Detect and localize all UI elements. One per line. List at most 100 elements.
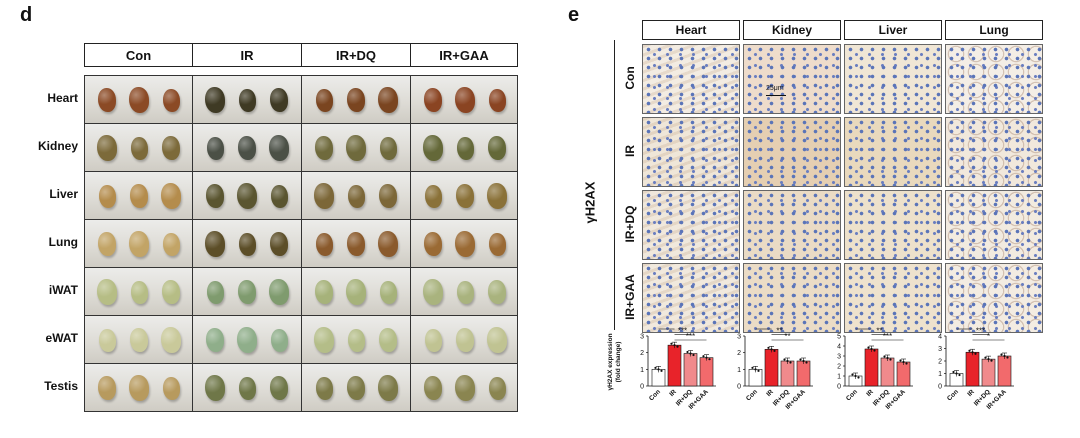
organ-specimen	[206, 136, 224, 160]
ihc-image-lung-con	[945, 44, 1043, 114]
quantification-charts: γH2AX expression(fold change) 0 1 2 3 Con IR IR…	[607, 326, 1014, 411]
data-point	[770, 348, 773, 351]
data-point	[968, 349, 971, 352]
y-axis-label: γH2AX expression(fold change)	[607, 333, 622, 390]
organ-specimen	[161, 183, 181, 209]
data-point	[767, 346, 770, 349]
data-point	[1003, 354, 1006, 358]
organ-specimen	[130, 136, 148, 160]
row-label-testis: Testis	[44, 379, 78, 393]
y-tick-label: 4	[938, 334, 942, 341]
organ-photo-heart-ir	[192, 75, 302, 124]
organ-photo-lung-ir-gaa	[410, 219, 518, 268]
organ-specimen	[487, 183, 507, 209]
ihc-image-heart-ir-gaa	[642, 263, 740, 333]
organ-specimen	[162, 88, 180, 112]
column-header-ir-dq: IR+DQ	[301, 43, 411, 67]
organ-specimen	[97, 135, 117, 161]
data-point	[870, 347, 873, 351]
column-header-ir: IR	[192, 43, 302, 67]
data-point	[952, 370, 955, 374]
organ-specimen	[488, 232, 506, 256]
bar-ir	[764, 349, 779, 387]
ihc-image-lung-ir	[945, 117, 1043, 187]
organ-specimen	[130, 280, 148, 304]
organ-specimen	[270, 232, 288, 256]
data-point	[1000, 353, 1003, 356]
panel-d-letter: d	[20, 4, 33, 26]
significance-label: **	[776, 327, 782, 336]
data-point	[873, 349, 876, 352]
organ-specimen	[98, 328, 116, 352]
organ-specimen	[379, 184, 397, 208]
x-tick-label: IR	[865, 388, 875, 398]
data-point	[786, 359, 789, 363]
y-tick-label: 3	[938, 346, 942, 353]
organ-photo-kidney-ir-gaa	[410, 123, 518, 172]
bar-ir-dq	[780, 360, 795, 387]
organ-photo-liver-ir-gaa	[410, 171, 518, 220]
side-bracket	[614, 40, 615, 330]
organ-photo-iwat-con	[84, 267, 193, 316]
organ-photo-ewat-ir-gaa	[410, 315, 518, 364]
data-point	[689, 352, 692, 355]
organ-specimen	[424, 376, 442, 400]
organ-specimen	[315, 232, 333, 256]
bar-ir-dq	[981, 358, 996, 387]
data-point	[805, 361, 808, 364]
organ-specimen	[315, 280, 333, 304]
organ-specimen	[205, 375, 225, 401]
data-point	[789, 361, 792, 364]
data-point	[990, 359, 993, 362]
organ-photo-lung-ir	[192, 219, 302, 268]
gamma-h2ax-side-label: γH2AX	[582, 181, 598, 224]
significance-label: ***	[686, 332, 695, 341]
data-point	[670, 342, 673, 345]
ihc-image-kidney-ir	[743, 117, 841, 187]
scale-bar	[766, 95, 786, 96]
significance-label: ***	[859, 326, 868, 330]
significance-label: ***	[662, 326, 671, 330]
organ-photo-testis-con	[84, 363, 193, 412]
ihc-column-header-kidney: Kidney	[743, 20, 841, 40]
bar-ir-gaa	[997, 355, 1012, 387]
row-label-kidney: Kidney	[37, 139, 78, 153]
organ-specimen	[456, 280, 474, 304]
organ-specimen	[379, 280, 397, 304]
ihc-image-kidney-ir-gaa	[743, 263, 841, 333]
organ-photo-kidney-ir-dq	[301, 123, 411, 172]
y-tick-label: 1	[837, 374, 841, 381]
column-header-con: Con	[84, 43, 193, 67]
organ-specimen	[162, 280, 180, 304]
y-tick-label: 5	[837, 334, 841, 341]
organ-specimen	[423, 279, 443, 305]
organ-specimen	[206, 184, 224, 208]
significance-label: **	[784, 332, 790, 341]
organ-photo-iwat-ir-gaa	[410, 267, 518, 316]
bar-ir	[965, 351, 980, 387]
organ-specimen	[346, 279, 366, 305]
organ-specimen	[130, 184, 148, 208]
data-point	[783, 358, 786, 361]
organ-photo-ewat-ir	[192, 315, 302, 364]
organ-photo-iwat-ir-dq	[301, 267, 411, 316]
y-tick-label: 2	[737, 350, 741, 357]
ihc-image-liver-ir-dq	[844, 190, 942, 260]
organ-specimen	[455, 87, 475, 113]
ihc-row-label-con: Con	[623, 66, 637, 90]
organ-photo-iwat-ir	[192, 267, 302, 316]
y-tick-label: 0	[938, 384, 942, 391]
organ-specimen	[237, 183, 257, 209]
y-tick-label: 0	[837, 384, 841, 391]
x-tick-label: IR	[765, 388, 775, 398]
data-point	[899, 359, 902, 362]
organ-photo-heart-ir-gaa	[410, 75, 518, 124]
data-point	[851, 373, 854, 376]
y-tick-label: 2	[938, 359, 942, 366]
data-point	[905, 362, 908, 365]
organ-specimen	[98, 376, 116, 400]
x-tick-label: Con	[745, 388, 759, 402]
organ-photo-testis-ir	[192, 363, 302, 412]
data-point	[799, 358, 802, 361]
organ-specimen	[238, 376, 256, 400]
